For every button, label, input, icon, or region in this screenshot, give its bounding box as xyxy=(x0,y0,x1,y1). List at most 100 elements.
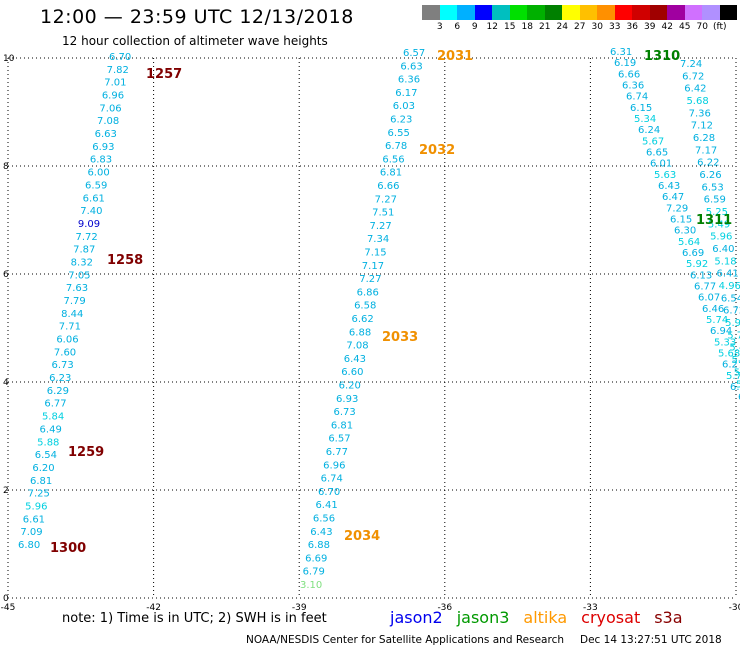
wave-height-value: 6.61 xyxy=(23,514,45,525)
wave-height-value: 5.88 xyxy=(37,437,59,448)
wave-height-value: 6.15 xyxy=(670,215,692,226)
wave-height-value: 7.05 xyxy=(68,270,90,281)
legend-entry-jason3: jason3 xyxy=(456,608,510,627)
satellite-legend: jason2 jason3 altika cryosat s3a xyxy=(390,608,683,627)
wave-height-value: 6.94 xyxy=(710,326,732,337)
wave-height-value: 6.22 xyxy=(697,158,719,169)
time-labels: 1257 1258 1259 1300 2031 2032 2033 2034 1310 1311 xyxy=(50,49,732,556)
colorbar-swatch xyxy=(457,5,475,20)
wave-height-value: 6.43 xyxy=(344,354,366,365)
wave-height-value: 6.57 xyxy=(328,434,350,445)
wave-height-value: 6.20 xyxy=(32,463,54,474)
wave-height-value: 6.61 xyxy=(83,193,105,204)
page-subtitle: 12 hour collection of altimeter wave hei… xyxy=(62,34,328,48)
wave-height-value: 7.17 xyxy=(695,145,717,156)
wave-height-value: 7.27 xyxy=(370,221,392,232)
wave-height-value: 6.69 xyxy=(682,248,704,259)
wave-height-value: 6.70 xyxy=(109,52,131,63)
colorbar-swatch xyxy=(474,5,492,20)
colorbar-label: 6 xyxy=(454,22,461,32)
colorbar-swatch xyxy=(702,5,720,20)
wave-height-value: 7.87 xyxy=(73,245,95,256)
wave-height-value: 6.72 xyxy=(682,71,704,82)
wave-height-value: 6.40 xyxy=(712,244,734,255)
wave-height-value: 6.63 xyxy=(95,129,117,140)
wave-height-value: 6.47 xyxy=(662,192,684,203)
legend-entry-cryosat: cryosat xyxy=(581,608,641,627)
wave-height-value: 6.77 xyxy=(44,399,66,410)
pass-time-label: 1300 xyxy=(50,541,86,556)
wave-height-value: 7.36 xyxy=(689,108,711,119)
wave-height-value: 5.42 xyxy=(729,343,740,354)
pass-time-label: 1259 xyxy=(68,445,104,460)
wave-height-value: 7.06 xyxy=(99,103,121,114)
wave-height-value: 6.66 xyxy=(618,69,640,80)
wave-height-value: 7.51 xyxy=(372,208,394,219)
wave-height-value: 6.46 xyxy=(702,304,724,315)
wave-height-value: 6.28 xyxy=(693,133,715,144)
lat-tick-label: 0 xyxy=(3,594,9,604)
colorbar-swatch xyxy=(527,5,545,20)
wave-height-value: 6.06 xyxy=(56,335,78,346)
wave-height-value: 6.74 xyxy=(321,474,343,485)
lon-tick-label: -36 xyxy=(437,603,452,610)
wave-height-value: 7.25 xyxy=(28,489,50,500)
wave-height-value: 7.17 xyxy=(362,261,384,272)
units-note: note: 1) Time is in UTC; 2) SWH is in fe… xyxy=(62,611,327,626)
wave-height-value: 5.60 xyxy=(732,355,740,366)
wave-height-value: 6.20 xyxy=(339,381,361,392)
wave-height-value: 7.82 xyxy=(107,65,129,76)
wave-height-value: 6.36 xyxy=(622,81,644,92)
colorbar-label: 24 xyxy=(556,22,568,32)
wave-height-value: 6.70 xyxy=(318,487,340,498)
wave-height-value: 6.27 xyxy=(722,360,740,371)
wave-height-value: 5.63 xyxy=(654,170,676,181)
colorbar-swatch xyxy=(667,5,685,20)
wave-height-value: 6.77 xyxy=(326,447,348,458)
colorbar-label: 9 xyxy=(471,22,478,32)
lon-tick-label: -45 xyxy=(1,603,16,610)
altimeter-tracks: 6.707.827.016.967.067.086.636.936.836.00… xyxy=(18,47,740,591)
wave-height-value: 6.73 xyxy=(52,360,74,371)
wave-height-value: 6.23 xyxy=(49,373,71,384)
wave-height-value: 6.43 xyxy=(310,527,332,538)
wave-height-value: 5.84 xyxy=(42,412,64,423)
colorbar-swatch xyxy=(684,5,702,20)
pass-time-label: 2034 xyxy=(344,529,380,544)
wave-height-value: 5.74 xyxy=(706,315,728,326)
wave-height-value: 5.68 xyxy=(686,96,708,107)
wave-height-value: 5.49 xyxy=(708,219,730,230)
pass-time-label: 1258 xyxy=(107,253,143,268)
colorbar-label: 45 xyxy=(679,22,691,32)
wave-height-value: 9.09 xyxy=(78,219,100,230)
wave-height-value: 7.63 xyxy=(66,283,88,294)
pass-time-label: 2033 xyxy=(382,330,418,345)
wave-height-value: 6.01 xyxy=(730,382,740,393)
colorbar-swatch xyxy=(492,5,510,20)
wave-height-value: 5.74 xyxy=(727,330,740,341)
wave-height-value: 5.33 xyxy=(714,337,736,348)
lat-tick-label: 2 xyxy=(3,486,9,496)
wave-height-value: 6.30 xyxy=(674,226,696,237)
generated-timestamp: Dec 14 13:27:51 UTC 2018 xyxy=(580,634,722,646)
credit-line: NOAA/NESDIS Center for Satellite Applica… xyxy=(246,634,564,646)
wave-height-value: 6.73 xyxy=(333,407,355,418)
lon-tick-label: -33 xyxy=(583,603,598,610)
wave-height-value: 5.94 xyxy=(725,318,740,329)
colorbar-label: 33 xyxy=(609,22,621,32)
pass-time-label: 2031 xyxy=(437,49,473,64)
wave-height-value: 6.77 xyxy=(694,282,716,293)
colorbar-label: 18 xyxy=(521,22,533,32)
wave-height-value: 6.78 xyxy=(385,141,407,152)
wave-height-value: 6.58 xyxy=(354,301,376,312)
wave-height-value: 6.49 xyxy=(40,424,62,435)
wave-height-value: 7.24 xyxy=(680,59,702,70)
colorbar-label: 3 xyxy=(436,22,443,32)
wave-height-value: 6.56 xyxy=(313,514,335,525)
colorbar-label: 27 xyxy=(574,22,586,32)
lat-tick-label: 6 xyxy=(3,270,9,280)
wave-height-value: 6.74 xyxy=(626,92,648,103)
colorbar-swatch xyxy=(509,5,527,20)
wave-height-value: 6.60 xyxy=(341,367,363,378)
colorbar-swatch xyxy=(597,5,615,20)
